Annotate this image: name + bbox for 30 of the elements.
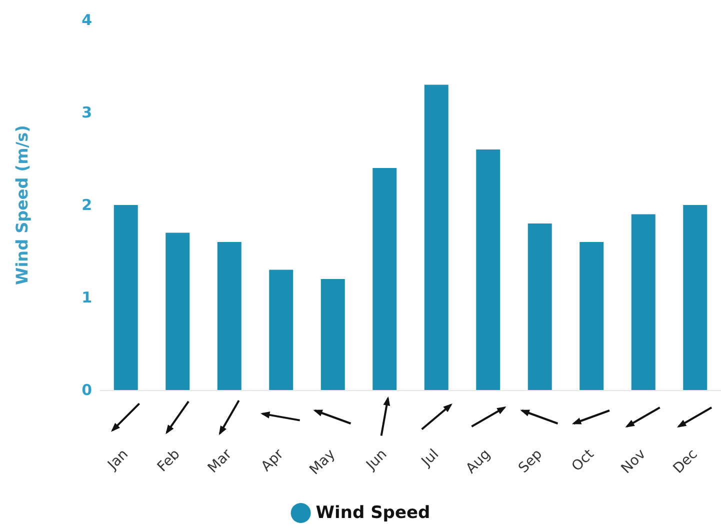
x-tick-label: Nov	[618, 446, 650, 477]
y-tick-label: 4	[82, 11, 92, 29]
bar	[528, 224, 552, 390]
bar	[114, 205, 138, 390]
y-tick-label: 2	[82, 196, 92, 214]
bar	[269, 270, 294, 390]
x-tick-label: Sep	[516, 446, 546, 476]
bar	[476, 150, 500, 390]
bar	[683, 205, 708, 390]
bar	[217, 242, 242, 390]
legend-label: Wind Speed	[316, 503, 430, 523]
y-tick-label: 1	[82, 288, 92, 306]
bar	[424, 84, 448, 390]
y-tick-label: 0	[82, 381, 92, 399]
y-tick-label: 3	[82, 104, 92, 122]
x-tick-label: Jun	[362, 446, 390, 474]
bar	[580, 242, 604, 390]
y-axis-title: Wind Speed (m/s)	[12, 125, 32, 285]
x-tick-label: Jul	[418, 446, 442, 470]
bar	[166, 232, 190, 390]
bar	[631, 214, 656, 390]
x-tick-label: Jan	[104, 446, 132, 474]
x-tick-label: Dec	[670, 446, 701, 477]
x-tick-label: Apr	[258, 446, 287, 475]
x-tick-label: Feb	[154, 446, 184, 476]
x-tick-label: Aug	[463, 446, 494, 477]
x-tick-label: Oct	[568, 446, 598, 475]
bar	[320, 279, 345, 390]
bar	[372, 168, 397, 390]
x-tick-label: Mar	[205, 446, 236, 476]
